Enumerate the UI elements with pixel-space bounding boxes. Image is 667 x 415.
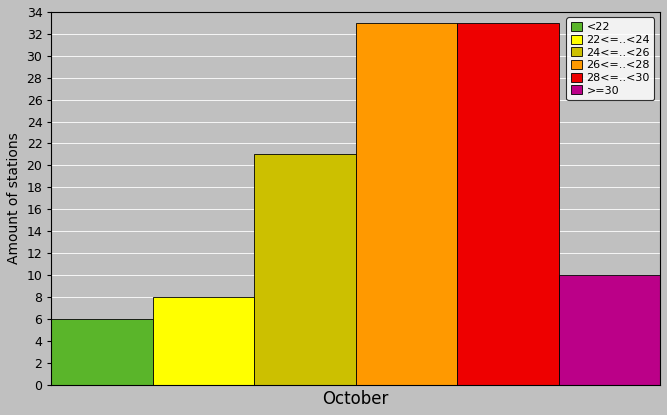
X-axis label: October: October [323, 390, 389, 408]
Bar [457, 23, 559, 385]
Bar [254, 154, 356, 385]
Bar [356, 23, 457, 385]
Bar [51, 319, 153, 385]
Legend: <22, 22<=..<24, 24<=..<26, 26<=..<28, 28<=..<30, >=30: <22, 22<=..<24, 24<=..<26, 26<=..<28, 28… [566, 17, 654, 100]
Y-axis label: Amount of stations: Amount of stations [7, 132, 21, 264]
Bar [153, 297, 254, 385]
Bar [559, 275, 660, 385]
